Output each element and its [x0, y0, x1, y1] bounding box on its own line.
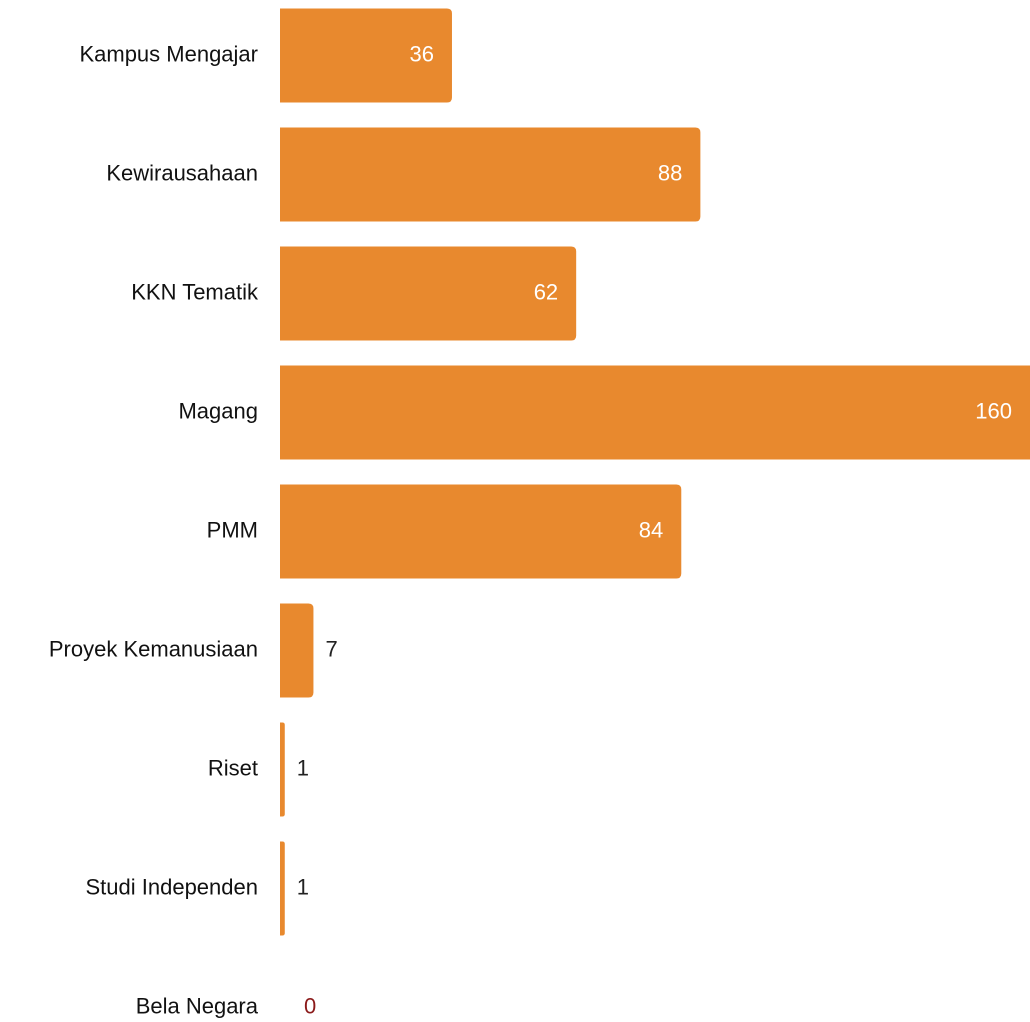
bar	[280, 8, 452, 103]
value-label: 88	[658, 160, 682, 185]
bar	[280, 365, 1030, 460]
value-label: 0	[304, 993, 316, 1018]
value-label: 36	[409, 41, 433, 66]
bar	[280, 127, 701, 222]
category-label: Proyek Kemanusiaan	[49, 636, 258, 661]
category-label: KKN Tematik	[131, 279, 259, 304]
category-label: Magang	[178, 398, 258, 423]
value-label: 7	[325, 636, 337, 661]
value-label: 84	[639, 517, 663, 542]
value-label: 62	[534, 279, 558, 304]
category-label: Studi Independen	[86, 874, 259, 899]
category-label: Kewirausahaan	[106, 160, 258, 185]
bar	[280, 841, 285, 936]
bar	[280, 722, 285, 817]
category-label: Bela Negara	[136, 993, 259, 1018]
bar	[280, 246, 577, 341]
category-label: Kampus Mengajar	[79, 41, 258, 66]
bar	[280, 484, 682, 579]
value-label: 1	[297, 755, 309, 780]
value-label: 1	[297, 874, 309, 899]
bar	[280, 603, 314, 698]
category-label: PMM	[207, 517, 258, 542]
value-label: 160	[975, 398, 1012, 423]
category-label: Riset	[208, 755, 258, 780]
